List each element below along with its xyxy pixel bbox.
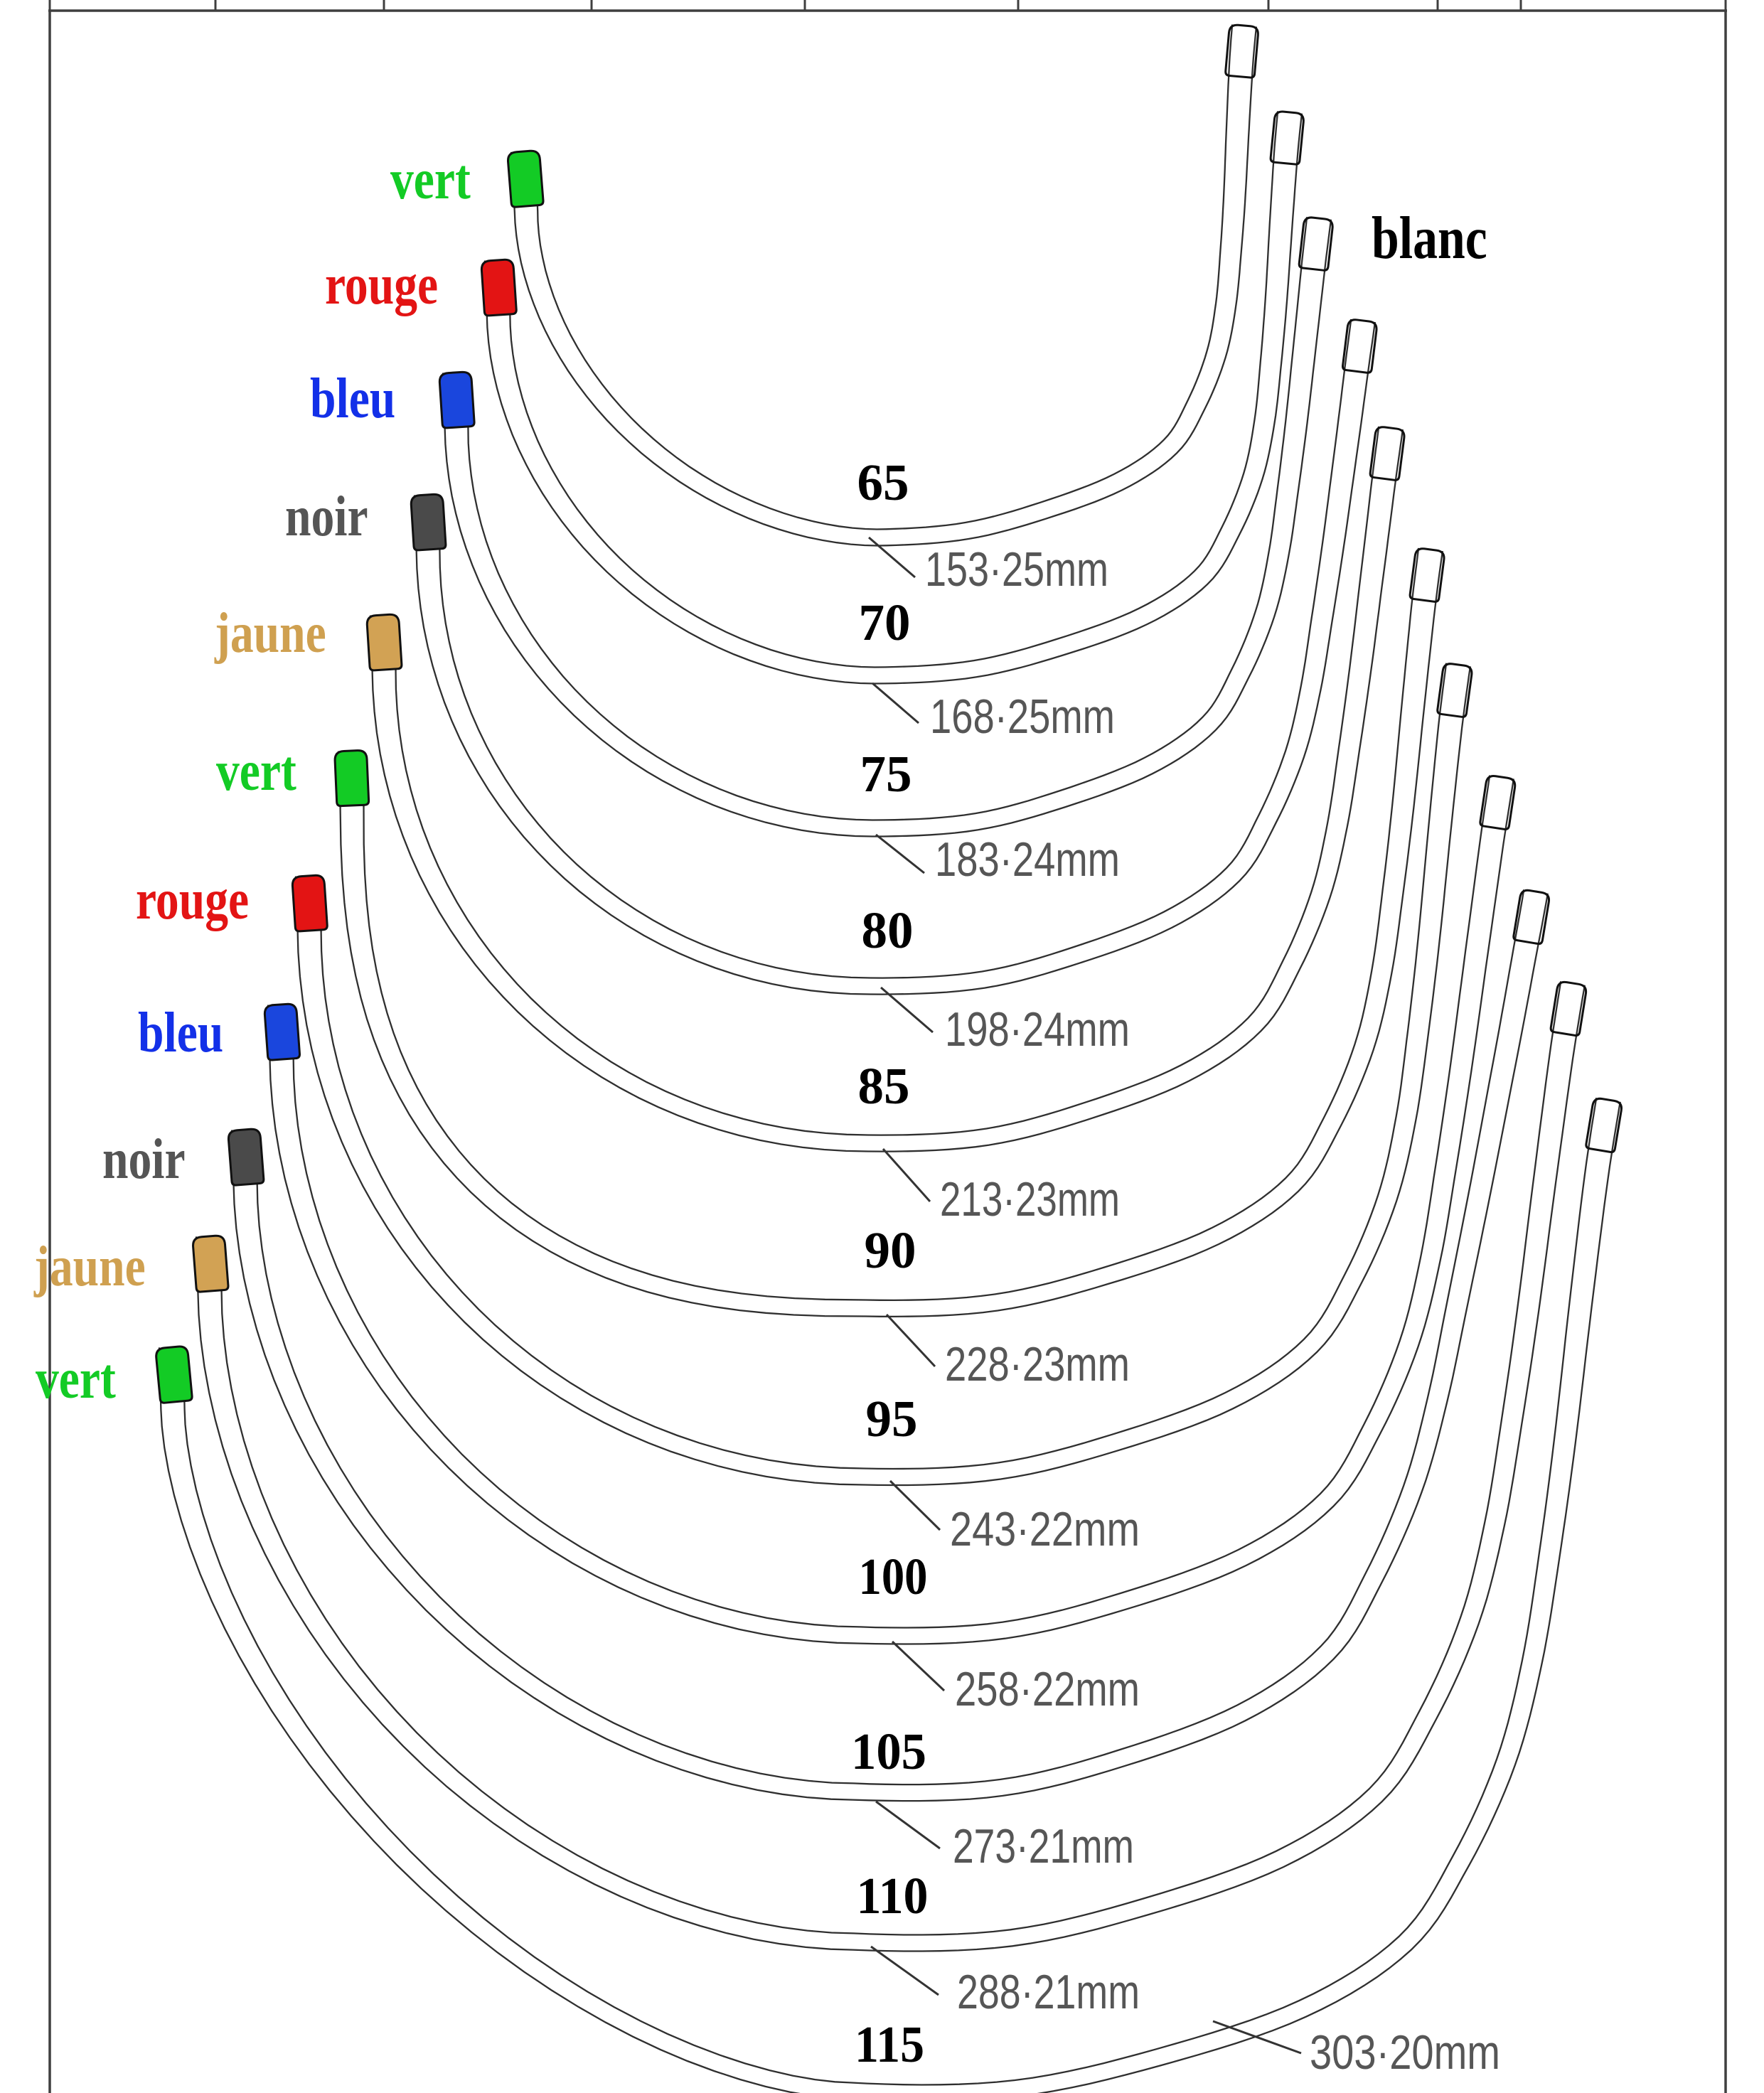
svg-text:243·22mm: 243·22mm [950, 1502, 1140, 1556]
svg-text:vert: vert [36, 1347, 116, 1410]
svg-text:jaune: jaune [33, 1235, 146, 1298]
svg-text:vert: vert [390, 148, 471, 211]
svg-text:105: 105 [851, 1723, 926, 1780]
svg-text:198·24mm: 198·24mm [945, 1002, 1130, 1056]
svg-text:85: 85 [858, 1057, 910, 1115]
svg-text:jaune: jaune [214, 601, 326, 665]
svg-text:110: 110 [857, 1867, 929, 1925]
svg-text:blanc: blanc [1372, 205, 1487, 272]
svg-text:115: 115 [855, 2016, 924, 2073]
svg-text:noir: noir [285, 485, 368, 548]
svg-text:303·20mm: 303·20mm [1310, 2025, 1500, 2079]
svg-text:rouge: rouge [136, 868, 249, 931]
svg-text:213·23mm: 213·23mm [940, 1172, 1120, 1226]
svg-text:75: 75 [860, 745, 912, 803]
svg-text:258·22mm: 258·22mm [955, 1662, 1140, 1716]
svg-text:80: 80 [862, 901, 914, 959]
svg-text:228·23mm: 228·23mm [945, 1337, 1130, 1391]
svg-text:90: 90 [865, 1221, 916, 1279]
svg-text:rouge: rouge [325, 253, 438, 316]
svg-text:288·21mm: 288·21mm [957, 1965, 1140, 2019]
svg-text:noir: noir [102, 1128, 186, 1191]
svg-text:bleu: bleu [138, 1001, 223, 1064]
svg-text:100: 100 [859, 1548, 928, 1605]
svg-text:95: 95 [866, 1390, 918, 1447]
svg-text:168·25mm: 168·25mm [930, 690, 1115, 744]
svg-text:153·25mm: 153·25mm [925, 542, 1108, 596]
svg-text:vert: vert [216, 739, 296, 803]
svg-text:bleu: bleu [310, 367, 395, 430]
svg-text:273·21mm: 273·21mm [953, 1819, 1134, 1873]
svg-text:183·24mm: 183·24mm [935, 833, 1120, 887]
svg-text:70: 70 [859, 594, 911, 651]
svg-text:65: 65 [857, 454, 909, 511]
